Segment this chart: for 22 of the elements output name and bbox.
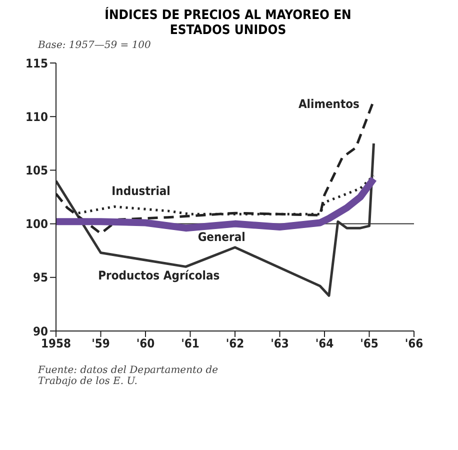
- y-tick-label: 95: [32, 270, 48, 285]
- y-tick-label: 105: [25, 163, 48, 178]
- x-tick-label: '60: [136, 336, 155, 351]
- chart-title: ÍNDICES DE PRECIOS AL MAYOREO EN ESTADOS UNIDOS: [104, 8, 352, 38]
- series-label: Alimentos: [298, 96, 360, 111]
- x-tick-label: '66: [404, 336, 424, 351]
- x-tick-label: '61: [181, 336, 200, 351]
- y-tick-label: 100: [25, 217, 48, 232]
- chart-subtitle: Base: 1957—59 = 100: [36, 40, 152, 51]
- x-tick-label: '59: [92, 336, 110, 351]
- x-tick-label: '65: [360, 336, 378, 351]
- series-label: Industrial: [112, 184, 170, 198]
- x-tick-label: '64: [315, 336, 334, 351]
- x-tick-label: '62: [226, 336, 244, 351]
- x-tick-label: '63: [270, 336, 289, 351]
- y-tick-label: 90: [32, 324, 48, 338]
- source-note: Fuente: datos del Departamento de Trabajo de los E. U.: [36, 365, 220, 387]
- y-tick-label: 115: [25, 56, 48, 70]
- series-label: Productos Agrícolas: [98, 268, 220, 283]
- y-tick-label: 110: [25, 110, 48, 124]
- x-tick-label: 1958: [40, 336, 72, 351]
- series-label: General: [198, 230, 246, 244]
